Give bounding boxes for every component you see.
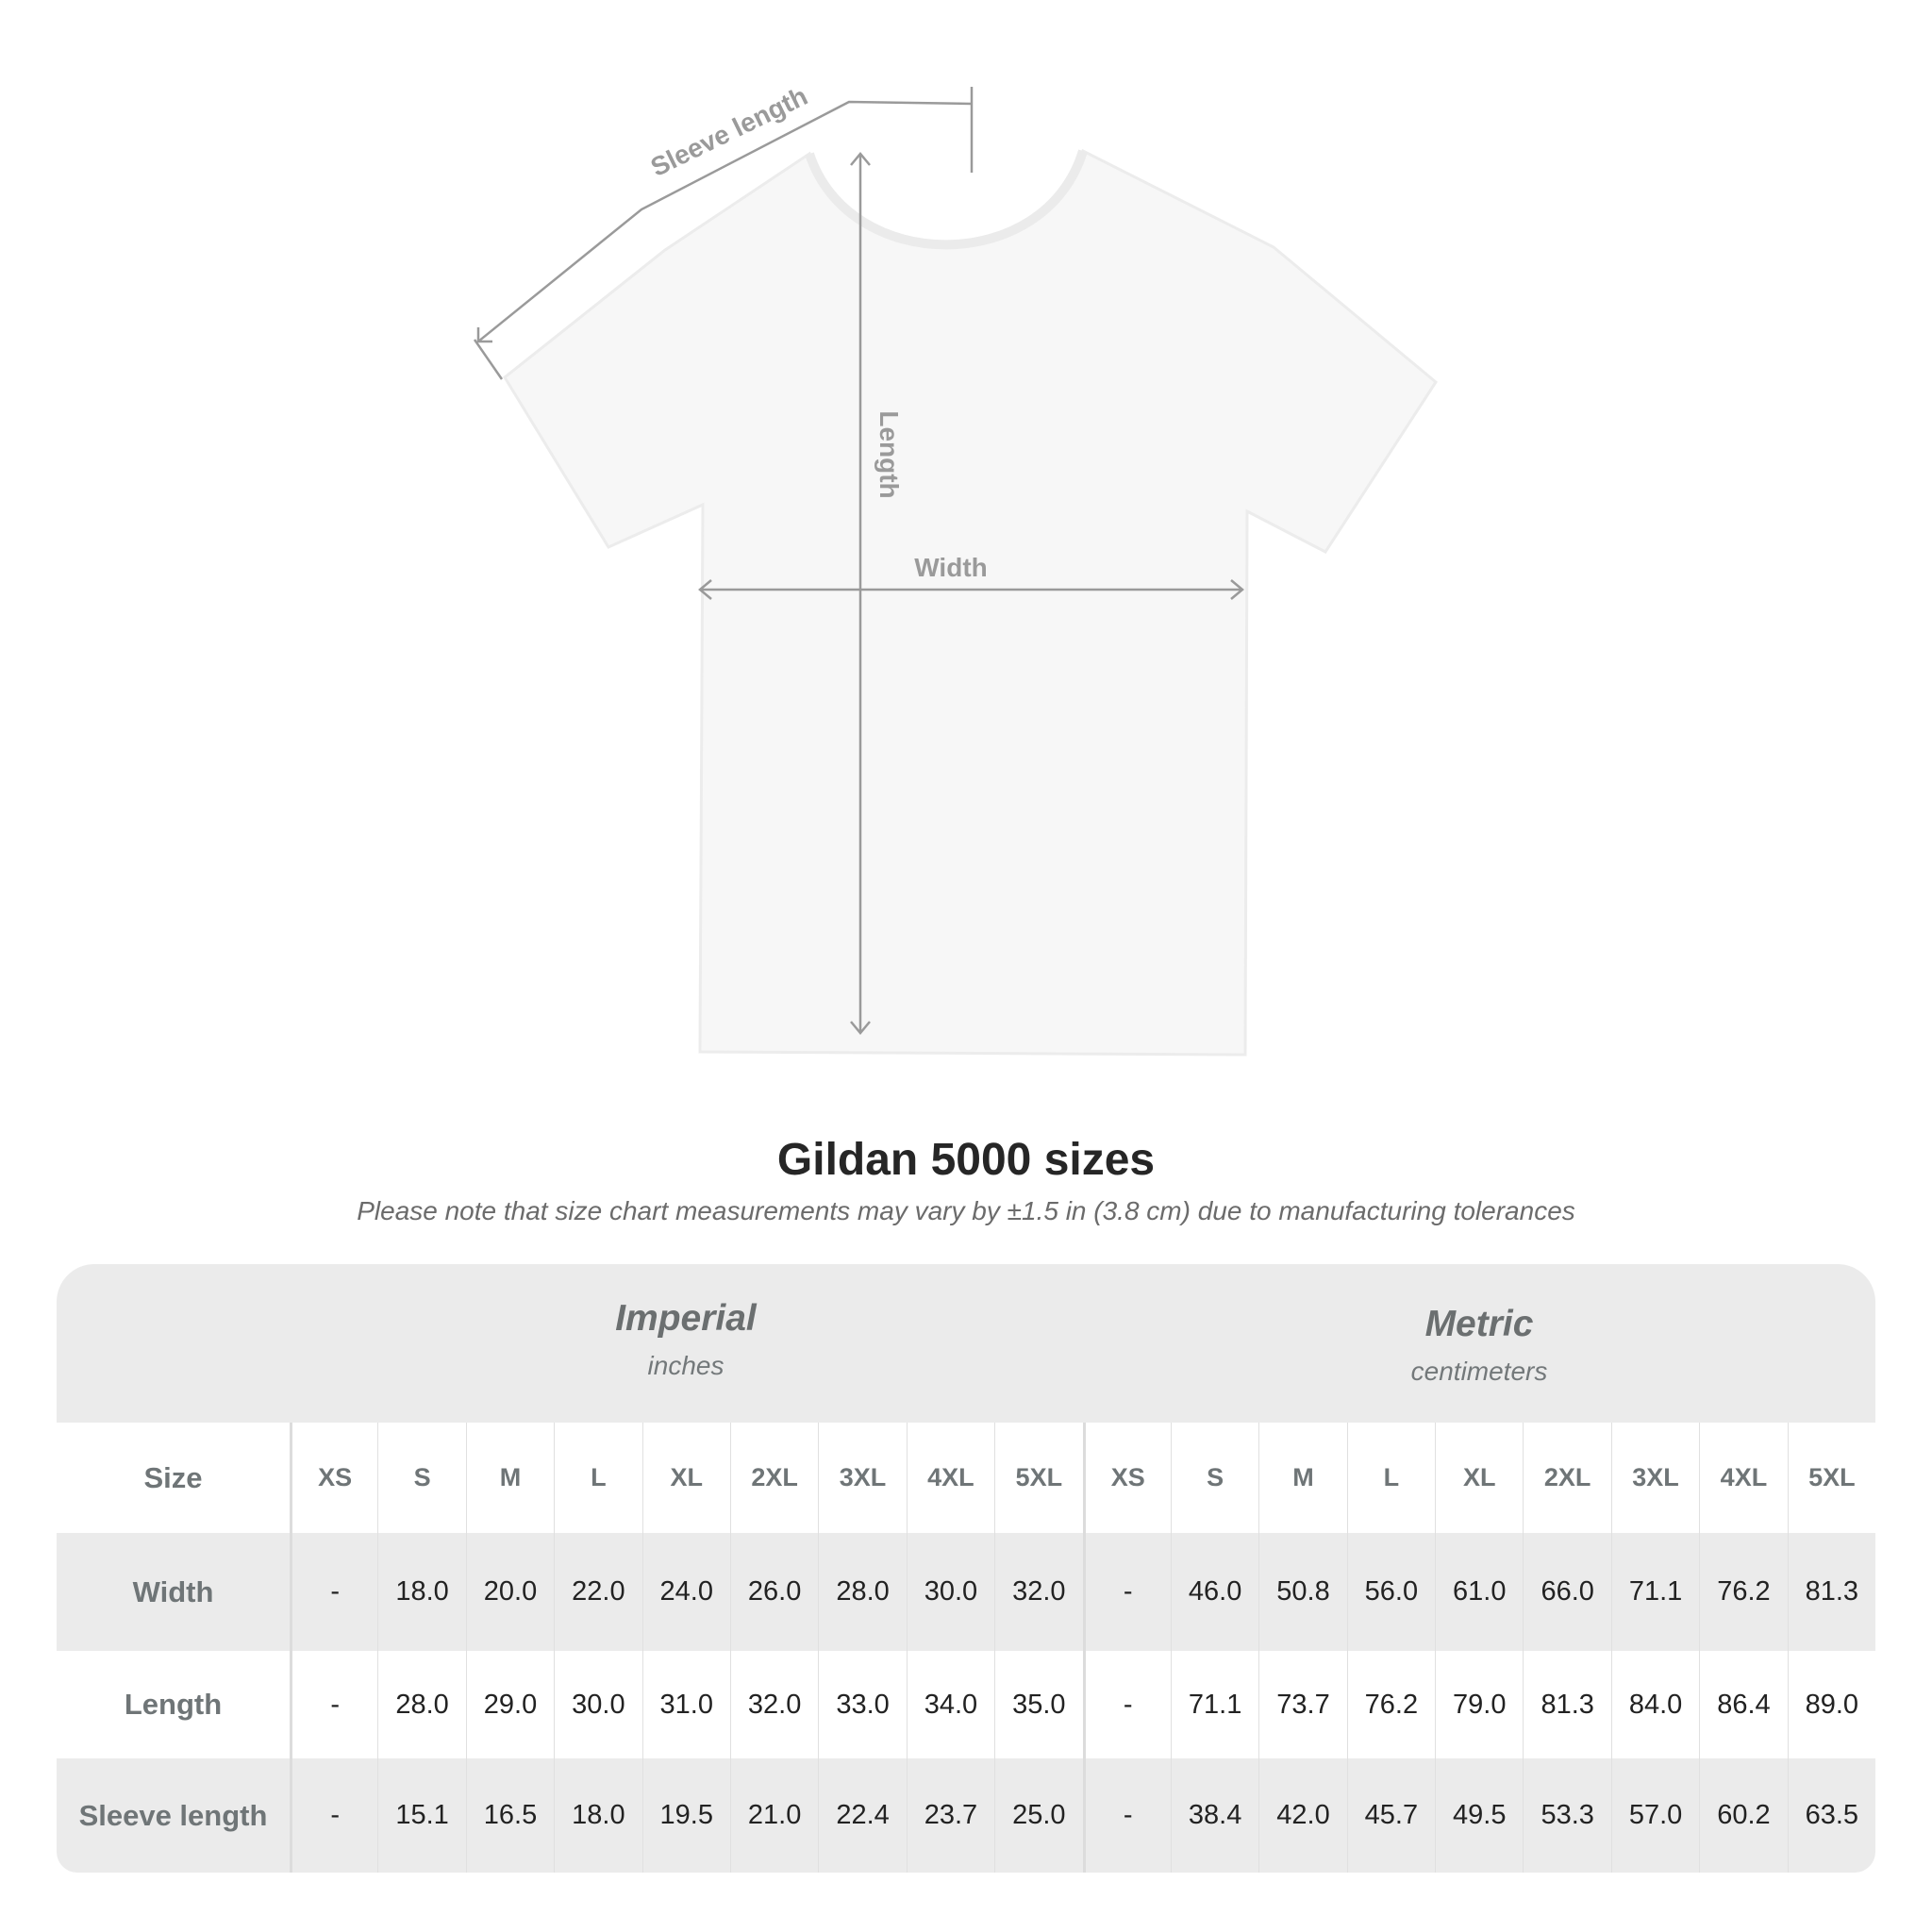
row-label: Size xyxy=(143,1460,203,1494)
imperial-value: 15.1 xyxy=(377,1758,465,1873)
imperial-value: 23.7 xyxy=(906,1758,994,1873)
imperial-value: 32.0 xyxy=(729,1651,818,1758)
metric-value: 66.0 xyxy=(1523,1533,1610,1651)
metric-value: 81.3 xyxy=(1523,1651,1610,1758)
metric-value: 89.0 xyxy=(1787,1651,1875,1758)
width-label: Width xyxy=(914,553,988,582)
imperial-value: 21.0 xyxy=(729,1758,818,1873)
imperial-header: Imperial inches xyxy=(290,1298,1082,1381)
size-header: L xyxy=(1346,1423,1435,1533)
size-header-row: Size XS S M L XL 2XL 3XL 4XL 5XL XS S M L XL 2XL 3XL 4XL 5… xyxy=(57,1423,1875,1533)
size-header: 5XL xyxy=(994,1423,1082,1533)
metric-value: 63.5 xyxy=(1787,1758,1875,1873)
imperial-value: - xyxy=(290,1533,377,1651)
sleeve-length-arrow xyxy=(477,100,973,342)
metric-value: 53.3 xyxy=(1523,1758,1610,1873)
metric-value: 50.8 xyxy=(1258,1533,1346,1651)
imperial-value: 29.0 xyxy=(465,1651,554,1758)
imperial-value: - xyxy=(290,1651,377,1758)
size-header: 3XL xyxy=(818,1423,906,1533)
size-header: M xyxy=(1258,1423,1346,1533)
imperial-value: 33.0 xyxy=(818,1651,906,1758)
imperial-unit: inches xyxy=(647,1351,724,1380)
metric-value: 71.1 xyxy=(1170,1651,1258,1758)
size-header: L xyxy=(554,1423,641,1533)
metric-unit: centimeters xyxy=(1410,1357,1548,1386)
row-label: Width xyxy=(132,1574,214,1608)
table-header-band xyxy=(57,1264,1875,1423)
length-label: Length xyxy=(874,410,904,498)
size-header: XS xyxy=(1082,1423,1171,1533)
imperial-value: 19.5 xyxy=(641,1758,730,1873)
metric-value: 81.3 xyxy=(1787,1533,1875,1651)
metric-value: - xyxy=(1082,1533,1171,1651)
imperial-value: 26.0 xyxy=(729,1533,818,1651)
size-header: 2XL xyxy=(729,1423,818,1533)
metric-value: 56.0 xyxy=(1346,1533,1435,1651)
imperial-value: 34.0 xyxy=(906,1651,994,1758)
metric-value: 84.0 xyxy=(1610,1651,1699,1758)
imperial-title: Imperial xyxy=(615,1298,757,1339)
tshirt-diagram: Sleeve length Length Width xyxy=(473,81,1438,1057)
metric-value: 76.2 xyxy=(1346,1651,1435,1758)
metric-value: 46.0 xyxy=(1170,1533,1258,1651)
size-header: 5XL xyxy=(1787,1423,1875,1533)
imperial-value: 18.0 xyxy=(377,1533,465,1651)
metric-header: Metric centimeters xyxy=(1083,1304,1875,1387)
imperial-value: 24.0 xyxy=(641,1533,730,1651)
size-table: Imperial inches Metric centimeters Size X… xyxy=(57,1264,1875,1873)
size-header: 3XL xyxy=(1610,1423,1699,1533)
row-label: Sleeve length xyxy=(78,1798,268,1832)
imperial-value: 30.0 xyxy=(906,1533,994,1651)
size-header: XS xyxy=(290,1423,377,1533)
size-header: XL xyxy=(641,1423,730,1533)
tshirt-collar xyxy=(805,149,1088,250)
metric-value: 45.7 xyxy=(1346,1758,1435,1873)
metric-value: - xyxy=(1082,1758,1171,1873)
sleeve-length-label: Sleeve length xyxy=(646,81,812,182)
tolerance-note: Please note that size chart measurements… xyxy=(357,1196,1575,1225)
metric-value: 79.0 xyxy=(1435,1651,1523,1758)
imperial-value: 32.0 xyxy=(994,1533,1082,1651)
page-title: Gildan 5000 sizes xyxy=(776,1135,1156,1185)
imperial-value: 31.0 xyxy=(641,1651,730,1758)
table-row: Sleeve length -15.1 16.5 18.0 19.5 21.0 22.4 23… xyxy=(57,1758,1875,1873)
imperial-value: 22.0 xyxy=(554,1533,641,1651)
table-row: Length -28.0 29.0 30.0 31.0 32.0 33.0 34.0 35.0-… xyxy=(57,1651,1875,1758)
imperial-value: 28.0 xyxy=(377,1651,465,1758)
metric-title: Metric xyxy=(1424,1304,1534,1344)
size-header: 4XL xyxy=(906,1423,994,1533)
metric-value: 61.0 xyxy=(1435,1533,1523,1651)
metric-value: - xyxy=(1082,1651,1171,1758)
imperial-value: 18.0 xyxy=(554,1758,641,1873)
imperial-value: 28.0 xyxy=(818,1533,906,1651)
metric-value: 71.1 xyxy=(1610,1533,1699,1651)
size-header: 4XL xyxy=(1699,1423,1787,1533)
tshirt-shape xyxy=(503,148,1438,1057)
imperial-value: 22.4 xyxy=(818,1758,906,1873)
size-header: S xyxy=(1170,1423,1258,1533)
metric-value: 73.7 xyxy=(1258,1651,1346,1758)
imperial-value: 30.0 xyxy=(554,1651,641,1758)
size-header: XL xyxy=(1435,1423,1523,1533)
sleeve-tick-left xyxy=(473,339,504,380)
imperial-value: 35.0 xyxy=(994,1651,1082,1758)
size-header: S xyxy=(377,1423,465,1533)
imperial-value: 25.0 xyxy=(994,1758,1082,1873)
metric-value: 86.4 xyxy=(1699,1651,1787,1758)
metric-value: 49.5 xyxy=(1435,1758,1523,1873)
imperial-value: 16.5 xyxy=(465,1758,554,1873)
imperial-value: - xyxy=(290,1758,377,1873)
table-row: Width -18.0 20.0 22.0 24.0 26.0 28.0 30.0 32.0-4… xyxy=(57,1533,1875,1651)
row-label: Length xyxy=(124,1688,223,1721)
metric-value: 76.2 xyxy=(1699,1533,1787,1651)
metric-value: 57.0 xyxy=(1610,1758,1699,1873)
imperial-value: 20.0 xyxy=(465,1533,554,1651)
metric-value: 60.2 xyxy=(1699,1758,1787,1873)
size-header: 2XL xyxy=(1523,1423,1610,1533)
metric-value: 38.4 xyxy=(1170,1758,1258,1873)
metric-value: 42.0 xyxy=(1258,1758,1346,1873)
size-header: M xyxy=(465,1423,554,1533)
